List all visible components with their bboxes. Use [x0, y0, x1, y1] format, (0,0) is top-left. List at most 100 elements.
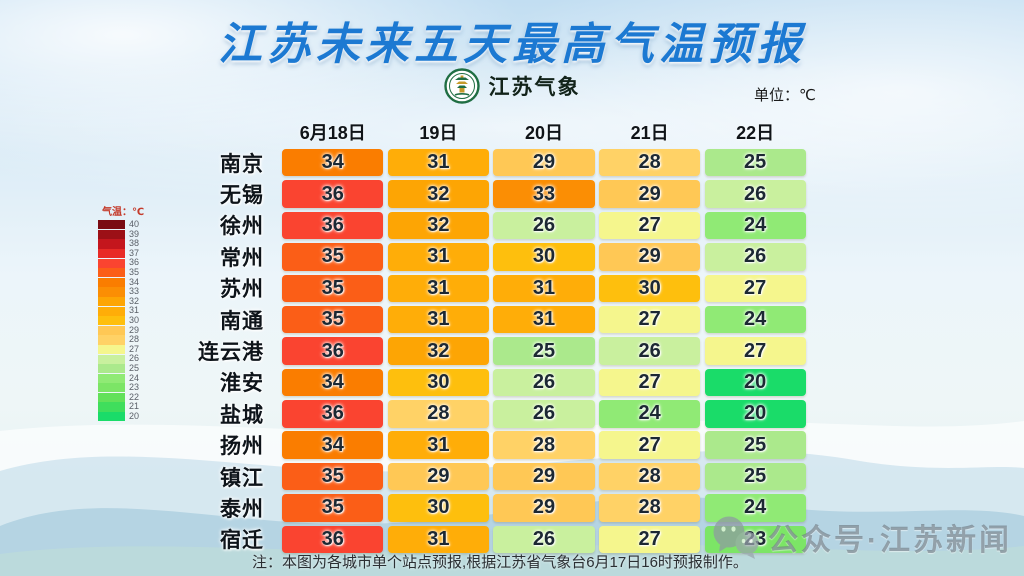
- temp-cell: 34: [282, 431, 384, 459]
- temp-cell: 35: [282, 243, 384, 271]
- legend-entry: 25: [98, 363, 144, 374]
- legend-swatch: [98, 392, 125, 403]
- forecast-table: 6月18日 19日 20日 21日 22日 南京 34 31 29 28 25 无锡 36 32 33 29…: [180, 116, 808, 555]
- legend-swatch: [98, 277, 125, 287]
- legend-swatch: [98, 344, 125, 355]
- table-row: 无锡 36 32 33 29 26: [180, 178, 808, 209]
- legend-tick-label: 32: [129, 295, 140, 306]
- temp-cell: 28: [598, 462, 701, 491]
- city-label: 淮安: [220, 372, 264, 396]
- legend-tick-label: 38: [129, 238, 140, 249]
- legend-tick-label: 28: [129, 334, 140, 345]
- temp-cell: 24: [598, 400, 701, 428]
- logo-text: 江苏气象: [488, 76, 581, 99]
- temp-cell: 30: [598, 274, 701, 302]
- city-label: 南通: [220, 309, 264, 333]
- temp-cell: 25: [704, 431, 806, 459]
- city-label: 宿迁: [220, 529, 264, 553]
- legend-swatch: [98, 412, 125, 422]
- city-label: 镇江: [220, 466, 264, 490]
- temp-cell: 31: [387, 148, 489, 177]
- legend-swatch: [98, 306, 125, 316]
- temp-cell: 30: [493, 243, 595, 271]
- temp-cell: 29: [493, 494, 595, 522]
- temp-cell: 24: [704, 211, 806, 240]
- city-label: 苏州: [220, 278, 264, 302]
- temp-cell: 24: [704, 305, 806, 334]
- temp-cell: 30: [387, 494, 489, 522]
- legend-swatch: [98, 258, 125, 268]
- temp-cell: 27: [598, 211, 701, 240]
- temp-cell: 20: [704, 400, 806, 428]
- temp-cell: 27: [704, 274, 806, 302]
- temp-cell: 29: [493, 462, 595, 491]
- legend-tick-label: 36: [129, 257, 140, 268]
- legend-swatch: [98, 287, 125, 297]
- legend-tick-label: 35: [129, 266, 140, 277]
- city-label: 南京: [220, 152, 264, 176]
- temp-cell: 35: [282, 494, 384, 522]
- temp-cell: 36: [282, 400, 384, 428]
- legend-swatch: [98, 402, 125, 412]
- legend-tick-label: 29: [129, 324, 140, 335]
- wechat-icon: [713, 516, 759, 559]
- table-row: 连云港 36 32 25 26 27: [180, 335, 808, 366]
- table-row: 常州 35 31 30 29 26: [180, 241, 808, 272]
- city-label: 扬州: [220, 435, 264, 459]
- watermark: 公众号·江苏新闻: [708, 514, 1012, 560]
- temp-cell: 27: [598, 431, 701, 459]
- temp-cell: 32: [387, 337, 489, 365]
- temp-cell: 25: [493, 337, 595, 365]
- temp-cell: 29: [493, 148, 595, 177]
- legend-swatch: [98, 248, 125, 259]
- legend-entry: 38: [98, 239, 144, 249]
- city-label: 徐州: [220, 215, 264, 239]
- legend-tick-label: 24: [129, 372, 140, 383]
- legend-tick-label: 27: [129, 343, 140, 354]
- table-row: 徐州 36 32 26 27 24: [180, 210, 808, 241]
- date-header: 6月18日: [299, 122, 366, 143]
- temp-cell: 26: [704, 180, 806, 208]
- legend-swatch: [98, 373, 125, 383]
- temp-cell: 26: [493, 400, 595, 428]
- table-row: 淮安 34 30 26 27 20: [180, 367, 808, 398]
- date-header: 20日: [524, 122, 563, 143]
- temp-cell: 28: [493, 431, 595, 459]
- legend-swatch: [98, 229, 125, 239]
- table-row: 苏州 35 31 31 30 27: [180, 273, 808, 304]
- temp-cell: 25: [704, 462, 806, 491]
- temp-cell: 31: [387, 525, 489, 554]
- legend-swatch: [98, 268, 125, 278]
- temp-cell: 36: [282, 337, 384, 365]
- legend-tick-label: 22: [129, 391, 140, 402]
- city-label: 盐城: [220, 403, 264, 427]
- city-label: 泰州: [220, 497, 264, 521]
- temp-cell: 27: [598, 305, 701, 334]
- legend-entry: 23: [98, 382, 144, 393]
- legend-entry: 26: [98, 354, 144, 364]
- temp-cell: 29: [598, 180, 701, 208]
- legend-tick-label: 37: [129, 247, 140, 258]
- table-row: 盐城 36 28 26 24 20: [180, 398, 808, 429]
- footnote: 注：本图为各城市单个站点预报,根据江苏省气象台6月17日16时预报制作。: [252, 554, 748, 571]
- legend-entry: 27: [98, 343, 144, 355]
- temp-cell: 29: [598, 243, 701, 271]
- temp-cell: 31: [387, 305, 489, 334]
- temperature-legend: 气温：℃ 40 39 38 37 36 35 34 33 32 31 30 29 28 27 26 25 24 2…: [98, 203, 144, 422]
- legend-swatch: [98, 364, 125, 374]
- temp-cell: 35: [282, 274, 384, 302]
- date-header: 22日: [736, 122, 775, 143]
- temp-cell: 27: [598, 525, 701, 554]
- temp-cell: 31: [493, 305, 595, 334]
- temp-cell: 25: [704, 148, 806, 177]
- legend-entry: 31: [98, 306, 144, 316]
- legend-swatch: [98, 354, 125, 364]
- legend-swatch: [98, 296, 125, 307]
- temp-cell: 28: [598, 148, 701, 177]
- date-header: 19日: [419, 122, 458, 143]
- temp-cell: 29: [387, 462, 489, 491]
- legend-entry: 39: [98, 229, 144, 240]
- legend-entry: 20: [98, 411, 144, 422]
- legend-entry: 30: [98, 315, 144, 326]
- temp-cell: 28: [598, 494, 701, 522]
